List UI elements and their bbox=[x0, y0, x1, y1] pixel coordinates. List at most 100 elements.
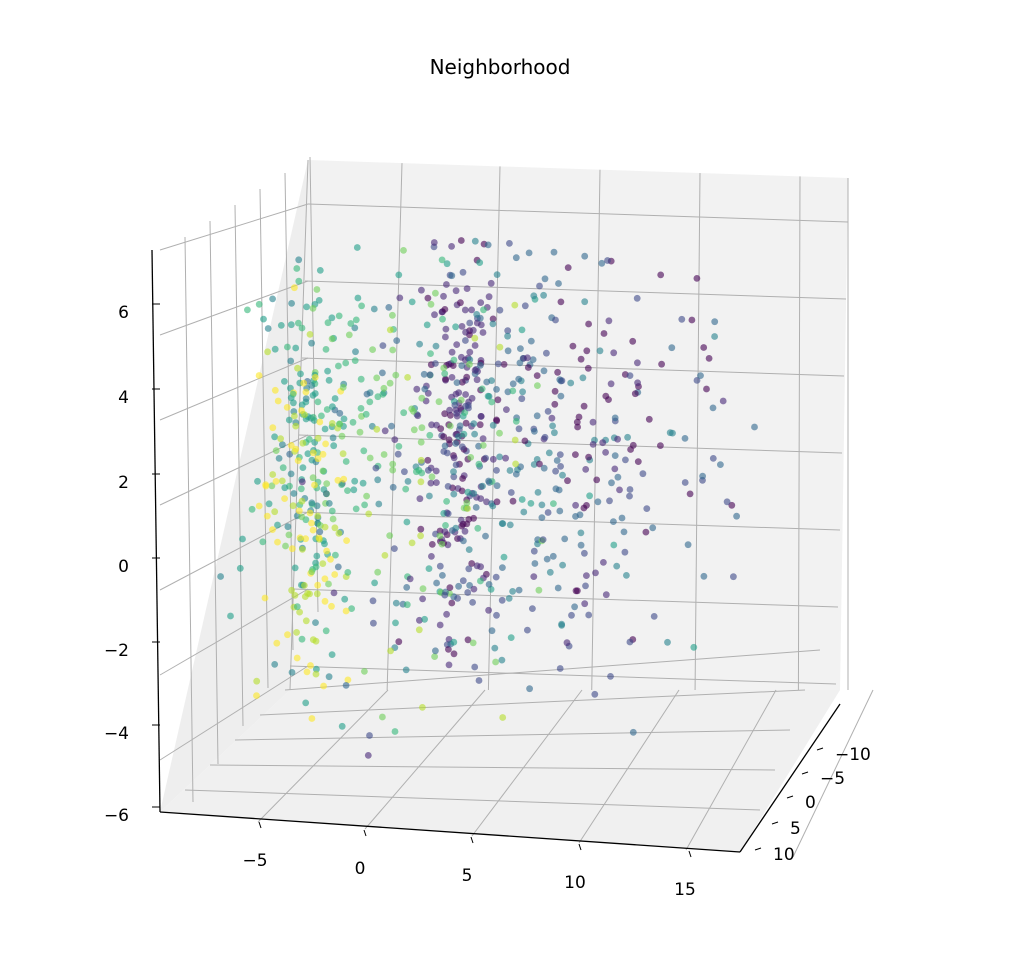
data-point bbox=[582, 582, 589, 590]
data-point bbox=[348, 605, 355, 612]
grid-line bbox=[289, 159, 309, 691]
data-point bbox=[509, 497, 517, 505]
data-point bbox=[538, 514, 546, 521]
data-point bbox=[450, 356, 458, 364]
data-point bbox=[248, 505, 256, 513]
data-point bbox=[607, 380, 615, 388]
data-point bbox=[295, 319, 302, 327]
data-point bbox=[684, 541, 692, 549]
data-point bbox=[403, 518, 411, 526]
data-point bbox=[477, 299, 485, 306]
data-point bbox=[502, 454, 509, 462]
data-point bbox=[417, 438, 425, 446]
data-point bbox=[321, 425, 329, 433]
data-point bbox=[511, 301, 519, 309]
data-point bbox=[493, 482, 501, 490]
data-point bbox=[436, 621, 444, 629]
data-point bbox=[430, 239, 438, 246]
data-point bbox=[307, 662, 314, 669]
grid-line bbox=[234, 729, 791, 741]
data-point bbox=[589, 418, 597, 426]
data-point bbox=[541, 433, 549, 441]
data-point bbox=[289, 390, 297, 398]
data-point bbox=[424, 456, 432, 464]
data-point bbox=[690, 643, 698, 651]
data-point bbox=[298, 324, 306, 332]
data-point bbox=[352, 348, 359, 356]
data-point bbox=[374, 476, 382, 484]
data-point bbox=[386, 379, 394, 387]
data-point bbox=[294, 364, 301, 372]
data-point bbox=[622, 456, 629, 464]
data-point bbox=[322, 346, 330, 353]
data-point bbox=[494, 360, 502, 368]
data-point bbox=[325, 500, 333, 507]
data-point bbox=[551, 400, 559, 408]
data-point bbox=[432, 647, 439, 655]
data-point bbox=[379, 713, 386, 721]
data-point bbox=[322, 440, 329, 448]
data-point bbox=[568, 611, 575, 619]
data-point bbox=[342, 607, 350, 615]
data-point bbox=[442, 325, 450, 333]
data-point bbox=[518, 496, 526, 503]
data-point bbox=[577, 355, 585, 363]
data-point bbox=[274, 521, 281, 529]
data-point bbox=[408, 298, 416, 306]
data-point bbox=[572, 587, 580, 595]
data-point bbox=[357, 405, 365, 412]
data-point bbox=[269, 424, 277, 432]
data-point bbox=[467, 454, 475, 461]
data-point bbox=[298, 401, 306, 409]
data-point bbox=[331, 571, 339, 578]
data-point bbox=[417, 456, 425, 464]
data-point bbox=[395, 443, 403, 450]
data-point bbox=[414, 412, 422, 420]
data-point bbox=[342, 458, 350, 465]
data-point bbox=[634, 359, 641, 367]
data-point bbox=[441, 370, 449, 378]
data-point bbox=[450, 473, 458, 481]
data-point bbox=[386, 326, 394, 334]
data-point bbox=[454, 594, 461, 602]
data-point bbox=[417, 525, 425, 533]
data-point bbox=[316, 267, 324, 274]
data-point bbox=[551, 429, 558, 437]
data-point bbox=[552, 485, 560, 493]
data-point bbox=[438, 256, 446, 264]
data-point bbox=[557, 298, 565, 306]
data-point bbox=[417, 532, 424, 540]
data-point bbox=[413, 468, 420, 476]
x-tick-mark bbox=[363, 829, 367, 837]
data-point bbox=[362, 410, 370, 418]
data-point bbox=[571, 603, 578, 611]
data-point bbox=[306, 509, 314, 517]
data-point bbox=[432, 289, 439, 297]
data-point bbox=[557, 463, 564, 470]
data-point bbox=[458, 323, 466, 330]
data-point bbox=[374, 568, 382, 576]
grid-line bbox=[578, 689, 680, 844]
data-point bbox=[496, 306, 504, 314]
data-point bbox=[479, 329, 487, 336]
data-point bbox=[268, 482, 276, 490]
data-point bbox=[494, 396, 502, 404]
data-point bbox=[450, 638, 458, 646]
data-point bbox=[357, 375, 365, 383]
data-point bbox=[330, 589, 338, 597]
data-point bbox=[533, 372, 541, 379]
data-point bbox=[443, 281, 450, 288]
data-point bbox=[582, 466, 590, 473]
data-point bbox=[388, 422, 395, 430]
data-point bbox=[253, 692, 260, 699]
data-point bbox=[297, 370, 304, 378]
data-point bbox=[320, 682, 327, 690]
data-point bbox=[329, 434, 337, 442]
grid-line bbox=[792, 689, 874, 858]
data-point bbox=[404, 374, 411, 381]
data-point bbox=[421, 385, 429, 393]
data-point bbox=[455, 582, 462, 590]
data-point bbox=[525, 249, 533, 257]
data-point bbox=[413, 385, 421, 393]
y-tick-mark bbox=[816, 747, 824, 751]
